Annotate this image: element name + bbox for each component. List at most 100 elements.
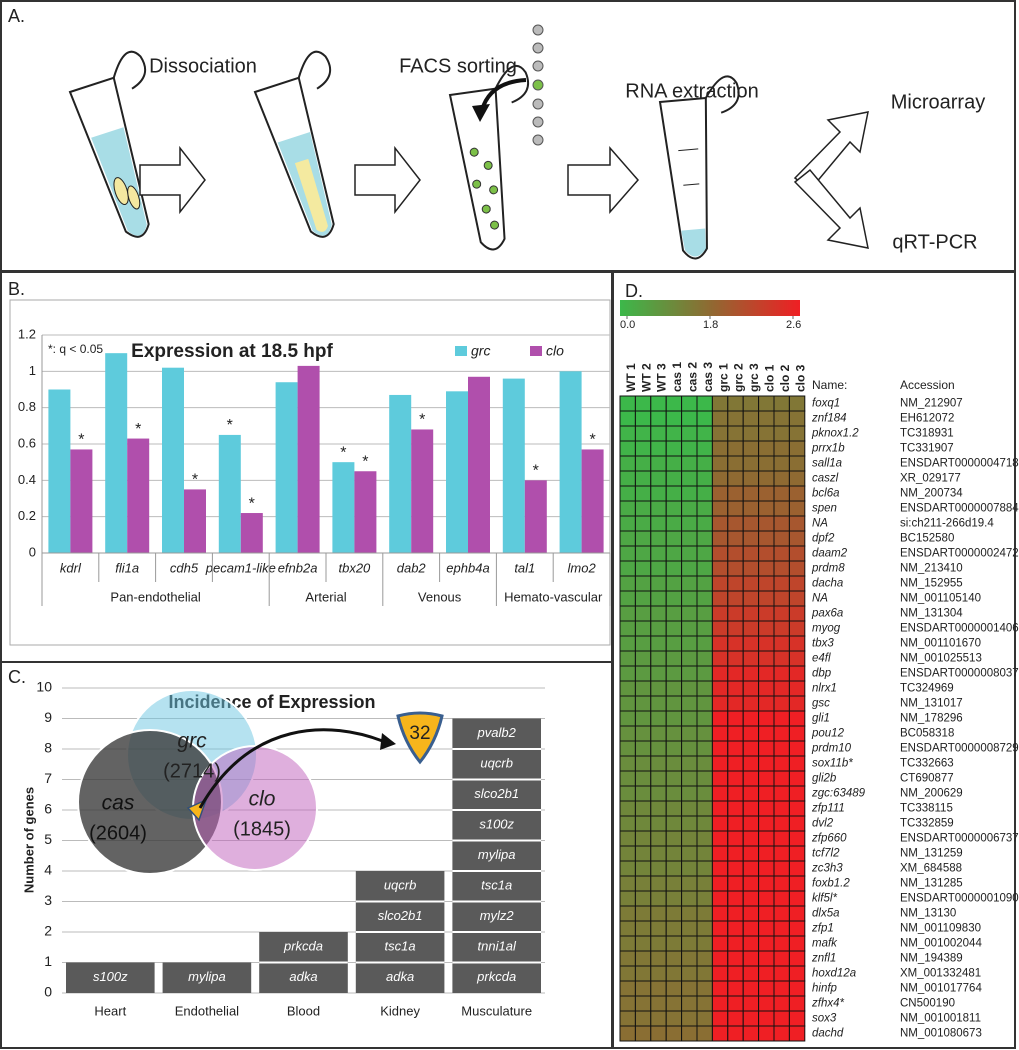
- accession: si:ch211-266d19.4: [900, 518, 994, 530]
- gene-name: tbx3: [812, 638, 834, 650]
- x-tick-label: efnb2a: [278, 560, 318, 575]
- heatmap-cell: [788, 950, 806, 967]
- bar: [389, 394, 412, 553]
- heatmap-cell: [634, 410, 652, 427]
- heatmap-cell: [758, 905, 775, 922]
- heatmap-cell: [619, 845, 636, 862]
- gene-name: spen: [812, 503, 837, 515]
- heatmap-cell: [711, 560, 729, 577]
- heatmap-cell: [711, 815, 729, 832]
- heatmap-cell: [742, 680, 760, 697]
- heatmap-cell: [665, 500, 683, 517]
- heatmap-cell: [773, 530, 790, 547]
- heatmap-cell: [788, 470, 806, 487]
- gene-label: s100z: [479, 817, 514, 832]
- panel-a: A. Dissociation FACS sorting RNA extract…: [8, 6, 985, 260]
- heatmap-cell: [758, 530, 775, 547]
- heatmap-cell: [773, 725, 790, 742]
- heatmap-cell: [634, 755, 652, 772]
- heatmap-cell: [634, 710, 652, 727]
- heatmap-cell: [619, 920, 636, 937]
- gene-name: foxq1: [812, 398, 840, 410]
- heatmap-cell: [788, 620, 806, 637]
- heatmap-cell: [619, 770, 636, 787]
- step-label: FACS sorting: [399, 55, 517, 77]
- heatmap-cell: [758, 830, 775, 847]
- heatmap-cell: [619, 410, 636, 427]
- gene-name: NA: [812, 518, 828, 530]
- heatmap-cell: [696, 620, 713, 637]
- heatmap-cell: [619, 725, 636, 742]
- heatmap-cell: [742, 875, 760, 892]
- heatmap-cell: [681, 770, 698, 787]
- heatmap-cell: [742, 470, 760, 487]
- heatmap-cell: [727, 755, 744, 772]
- heatmap-cell: [758, 545, 775, 562]
- heatmap-cell: [681, 410, 698, 427]
- heatmap-cell: [619, 755, 636, 772]
- heatmap-cell: [742, 410, 760, 427]
- heatmap-cell: [681, 560, 698, 577]
- heatmap-cell: [758, 410, 775, 427]
- heatmap-cell: [619, 890, 636, 907]
- heatmap-cell: [665, 845, 683, 862]
- heatmap-cell: [619, 650, 636, 667]
- heatmap-cell: [681, 950, 698, 967]
- heatmap-cell: [727, 1025, 744, 1042]
- heatmap-cell: [773, 830, 790, 847]
- bar: [297, 365, 320, 553]
- heatmap-cell: [696, 800, 713, 817]
- gene-label: tsc1a: [481, 878, 512, 893]
- accession: NM_001080673: [900, 1028, 982, 1040]
- heatmap-cell: [619, 515, 636, 532]
- column-label: WT 2: [639, 363, 653, 392]
- heatmap-cell: [727, 455, 744, 472]
- heatmap-cell: [696, 710, 713, 727]
- heatmap-cell: [773, 395, 790, 412]
- heatmap-cell: [681, 500, 698, 517]
- heatmap-cell: [681, 485, 698, 502]
- heatmap-cell: [758, 995, 775, 1012]
- arrow: [567, 146, 639, 214]
- heatmap-cell: [634, 800, 652, 817]
- note: *: q < 0.05: [48, 342, 103, 356]
- column-label: clo 1: [762, 364, 776, 392]
- arrow: [139, 145, 206, 215]
- heatmap-cell: [681, 530, 698, 547]
- heatmap-cell: [773, 575, 790, 592]
- heatmap-cell: [665, 425, 683, 442]
- heatmap-cell: [727, 890, 744, 907]
- gene-label: tnni1al: [478, 939, 517, 954]
- column-label: clo 3: [793, 364, 807, 392]
- heatmap-cell: [788, 710, 806, 727]
- heatmap-cell: [665, 485, 683, 502]
- heatmap-cell: [727, 965, 744, 982]
- heatmap-cell: [727, 620, 744, 637]
- gene-name: gsc: [812, 698, 830, 710]
- heatmap-cell: [619, 470, 636, 487]
- heatmap-cell: [696, 470, 713, 487]
- heatmap-cell: [711, 395, 729, 412]
- heatmap-cell: [773, 755, 790, 772]
- heatmap-cell: [742, 890, 760, 907]
- heatmap-cell: [634, 635, 652, 652]
- heatmap-cell: [650, 1010, 667, 1027]
- heatmap-cell: [742, 920, 760, 937]
- heatmap-cell: [619, 575, 636, 592]
- gene-name: tcf7l2: [812, 848, 840, 860]
- heatmap-cell: [773, 935, 790, 952]
- accession: TC338115: [900, 803, 953, 815]
- heatmap-cell: [681, 575, 698, 592]
- heatmap-cell: [650, 560, 667, 577]
- heatmap-cell: [773, 470, 790, 487]
- bar: [354, 471, 377, 553]
- heatmap-cell: [727, 470, 744, 487]
- heatmap-cell: [650, 860, 667, 877]
- accession: NM_001017764: [900, 983, 982, 995]
- accession: NM_152955: [900, 578, 963, 590]
- heatmap-cell: [773, 560, 790, 577]
- heatmap-cell: [758, 650, 775, 667]
- heatmap-cell: [742, 710, 760, 727]
- heatmap-cell: [788, 515, 806, 532]
